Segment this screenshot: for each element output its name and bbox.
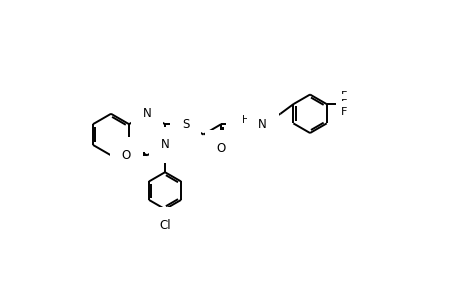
Text: N: N [142,107,151,120]
Text: Cl: Cl [159,219,170,232]
Text: O: O [121,149,130,162]
Text: F: F [341,92,347,101]
Text: H: H [241,115,249,124]
Text: N: N [237,118,246,131]
Text: N: N [258,118,267,131]
Text: F: F [341,99,347,109]
Text: N: N [160,139,169,152]
Text: S: S [182,118,189,131]
Text: F: F [341,107,347,117]
Text: O: O [216,142,225,154]
